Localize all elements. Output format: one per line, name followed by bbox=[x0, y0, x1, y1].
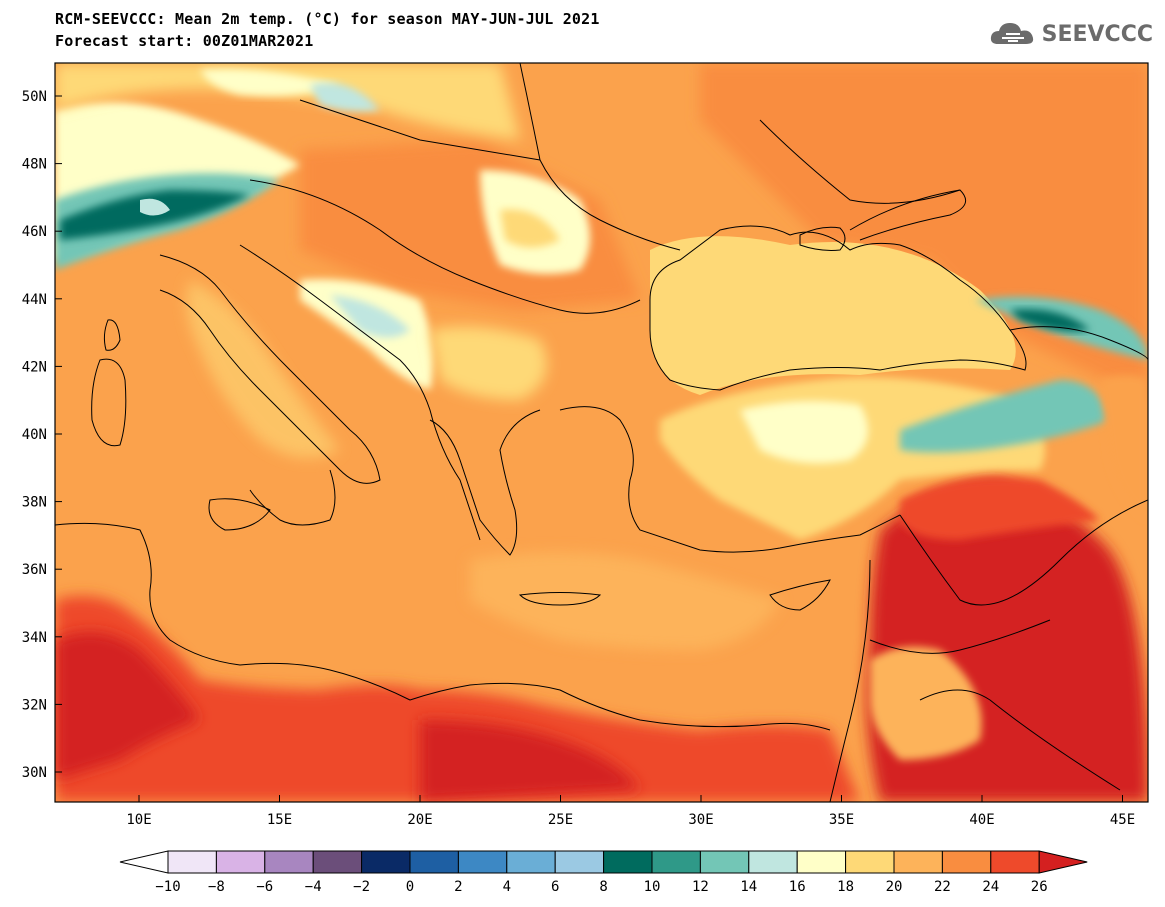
lat-label: 42N bbox=[22, 359, 47, 375]
coastlines bbox=[55, 63, 1148, 802]
corsica bbox=[103, 319, 121, 351]
legend-swatch bbox=[264, 850, 314, 874]
legend-label: 4 bbox=[503, 879, 511, 895]
legend-label: −10 bbox=[155, 879, 180, 895]
legend-swatch bbox=[506, 850, 556, 874]
lat-label: 32N bbox=[22, 697, 47, 713]
legend-label: 10 bbox=[644, 879, 661, 895]
map-frame bbox=[54, 62, 1149, 803]
lat-label: 40N bbox=[22, 427, 47, 443]
seevccc-logo: SEEVCCC bbox=[988, 18, 1153, 50]
lon-label: 15E bbox=[267, 812, 292, 828]
italy-coast bbox=[159, 254, 381, 484]
turkey-coast bbox=[559, 406, 901, 553]
longitude-axis: 10E 15E 20E 25E 30E 35E 40E 45E bbox=[126, 795, 1135, 828]
crimea bbox=[799, 226, 846, 251]
legend-swatch bbox=[167, 850, 217, 874]
legend-arrow-high bbox=[1038, 850, 1088, 874]
chart-title: RCM-SEEVCCC: Mean 2m temp. (°C) for seas… bbox=[55, 10, 600, 28]
legend-label: 8 bbox=[599, 879, 607, 895]
lat-label: 30N bbox=[22, 765, 47, 781]
lon-label: 45E bbox=[1110, 812, 1135, 828]
lon-label: 40E bbox=[969, 812, 994, 828]
legend-label: 14 bbox=[740, 879, 757, 895]
legend-swatch bbox=[409, 850, 459, 874]
logo-text: SEEVCCC bbox=[1041, 21, 1153, 47]
lat-label: 50N bbox=[22, 89, 47, 105]
chart-subtitle: Forecast start: 00Z01MAR2021 bbox=[55, 32, 314, 50]
legend-label: 2 bbox=[454, 879, 462, 895]
latitude-axis: 50N 48N 46N 44N 42N 40N 38N 36N 34N 32N 30N bbox=[22, 89, 62, 781]
lon-label: 25E bbox=[548, 812, 573, 828]
legend-swatch bbox=[748, 850, 798, 874]
legend-swatch bbox=[845, 850, 895, 874]
lon-label: 30E bbox=[688, 812, 713, 828]
color-legend: −10 −8 −6 −4 −2 0 2 4 6 8 10 12 14 16 18 20 22 24 26 bbox=[119, 850, 1088, 895]
legend-swatch bbox=[603, 850, 653, 874]
greece-coast bbox=[429, 409, 541, 556]
cyprus bbox=[769, 579, 831, 611]
crete bbox=[518, 592, 602, 606]
lon-label: 20E bbox=[407, 812, 432, 828]
legend-label: 26 bbox=[1031, 879, 1048, 895]
lat-label: 38N bbox=[22, 495, 47, 511]
legend-label: 0 bbox=[406, 879, 414, 895]
legend-swatch bbox=[893, 850, 943, 874]
temperature-field bbox=[55, 63, 1148, 802]
legend-swatch bbox=[990, 850, 1040, 874]
lon-label: 10E bbox=[126, 812, 151, 828]
lat-label: 46N bbox=[22, 224, 47, 240]
north-africa-coast bbox=[55, 522, 831, 731]
legend-label: −2 bbox=[353, 879, 370, 895]
cloud-icon bbox=[990, 23, 1033, 44]
lat-label: 44N bbox=[22, 292, 47, 308]
legend-label: 22 bbox=[934, 879, 951, 895]
lat-label: 34N bbox=[22, 630, 47, 646]
legend-label: 18 bbox=[837, 879, 854, 895]
legend-label: −8 bbox=[208, 879, 225, 895]
legend-swatch bbox=[651, 850, 701, 874]
legend-swatch bbox=[312, 850, 363, 874]
legend-swatch bbox=[796, 850, 847, 874]
legend-swatch bbox=[361, 850, 411, 874]
legend-swatch bbox=[457, 850, 508, 874]
legend-label: 6 bbox=[551, 879, 559, 895]
legend-label: −4 bbox=[305, 879, 322, 895]
lon-label: 35E bbox=[829, 812, 854, 828]
lat-label: 48N bbox=[22, 157, 47, 173]
legend-label: 16 bbox=[789, 879, 806, 895]
sardinia bbox=[91, 358, 127, 447]
legend-arrow-low bbox=[119, 850, 169, 874]
legend-label: 20 bbox=[886, 879, 903, 895]
legend-swatch bbox=[941, 850, 992, 874]
sicily bbox=[208, 498, 271, 531]
legend-swatch bbox=[215, 850, 266, 874]
lat-label: 36N bbox=[22, 562, 47, 578]
legend-label: 12 bbox=[692, 879, 709, 895]
legend-label: −6 bbox=[256, 879, 273, 895]
legend-swatch bbox=[699, 850, 750, 874]
legend-swatch bbox=[554, 850, 605, 874]
legend-label: 24 bbox=[982, 879, 999, 895]
